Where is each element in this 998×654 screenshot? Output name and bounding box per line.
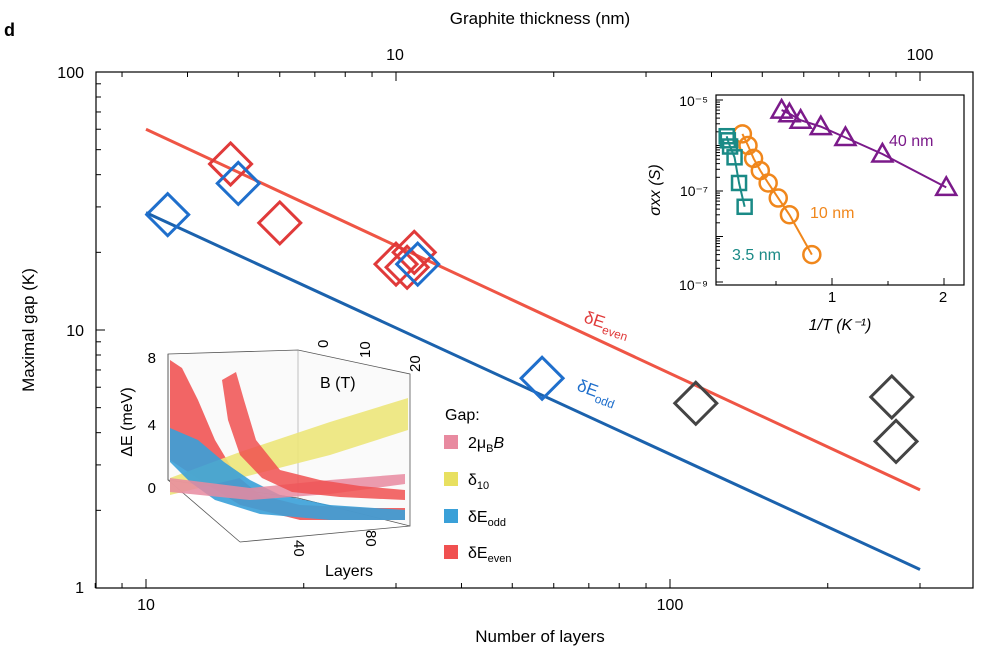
inset-x-axis-label: 1/T (K⁻¹) [809,317,872,334]
diamond-marker [383,244,431,291]
series-label-3.5nm: 3.5 nm [732,247,781,264]
layer-tick-label: 40 [290,540,307,557]
circle-marker [768,188,788,208]
legend-swatch-delta-even [444,545,458,559]
main-x-tick-label: 10 [137,597,155,614]
main-y-tick-label: 10 [66,323,84,340]
inset-y-tick-label: 10⁻⁷ [680,183,708,199]
inset-x-tick-label: 2 [939,289,947,306]
diamond-marker [394,241,441,288]
main-axis-ticks [94,71,921,589]
y-axis-label: Maximal gap (K) [19,268,38,392]
legend-label-delta10: δ10 [468,472,489,492]
odd-label-sub: odd [593,391,617,411]
surface-layers-axis-label: Layers [325,563,373,580]
box-edge [239,525,411,543]
diamond-marker [372,241,420,288]
panel-label: d [4,20,15,40]
top-axis-label: Graphite thickness (nm) [450,9,630,28]
surface-delta-even-upper [222,372,405,500]
main-y-tick-label: 1 [75,580,84,597]
inset-y-tick-label: 10⁻⁵ [679,93,708,109]
b-tick-label: 0 [315,340,332,348]
inset-y-tick-label: 10⁻⁹ [679,277,708,293]
triangle-marker [788,107,813,129]
surface-b-axis-label: B (T) [320,375,356,392]
diamond-marker [391,229,438,276]
series-label-40nm: 40 nm [889,133,933,150]
top-x-tick-label: 100 [907,47,934,64]
triangle-marker [934,174,959,197]
diamond-marker [868,373,915,421]
circle-marker [802,244,822,265]
top-x-tick-label: 10 [386,47,404,64]
square-marker [736,198,753,216]
even-label-sub: even [600,323,629,344]
circle-marker [738,135,758,156]
triangle-marker [808,114,833,136]
inset-frame [715,94,965,286]
main-y-tick-label: 100 [57,65,84,82]
x-axis-label: Number of layers [475,627,604,646]
legend-even-sub: even [488,553,512,565]
gap-legend: Gap: 2μBB δ10 δEodd δEeven [444,407,511,565]
circle-marker [758,173,778,193]
inset-conductivity: 10⁻⁵ 10⁻⁷ 10⁻⁹ 1 2 1/T (K⁻¹) σxx (S) 40 … [647,93,965,334]
diamond-marker [256,199,303,247]
z-tick-label: 8 [148,350,156,367]
data-markers [144,140,920,465]
diamond-marker [215,160,262,207]
square-marker [730,174,748,192]
z-tick-label: 4 [148,417,156,434]
square-marker [721,138,739,155]
even-line-label: δEeven [581,308,633,344]
circle-marker [779,205,800,225]
inset-3d-surface: 8 4 0 0 10 20 40 80 ΔE (meV) B (T) Layer… [119,340,424,580]
diamond-marker [672,380,719,427]
legend-even-main: δE [468,545,488,562]
diamond-marker [872,418,920,465]
series-label-10nm: 10 nm [810,205,854,222]
z-tick-label: 0 [148,480,156,497]
triangle-marker [870,141,895,163]
fit-line [145,127,921,492]
legend-swatch-delta-odd [444,509,458,523]
triangle-marker [777,101,802,123]
legend-swatch-zeeman [444,435,458,449]
b-tick-label: 10 [357,341,374,358]
square-marker [726,149,743,166]
legend-title: Gap: [445,407,480,424]
diamond-marker [518,355,566,402]
b-tick-label: 20 [407,355,424,372]
legend-label-delta-even: δEeven [468,545,511,565]
legend-odd-sub: odd [488,517,506,529]
legend-zeeman-tail: B [493,435,504,452]
legend-delta10-sub: 10 [477,480,489,492]
inset-y-axis-label: σxx (S) [647,164,664,215]
diamond-marker [207,140,254,188]
layer-tick-label: 80 [362,530,379,547]
legend-zeeman-main: 2μ [468,435,486,452]
legend-odd-main: δE [468,509,488,526]
triangle-marker [833,124,858,147]
legend-delta10-main: δ [468,472,477,489]
odd-line-label: δEodd [573,376,619,412]
inset-series [718,97,959,265]
legend-label-zeeman: 2μBB [468,435,504,455]
legend-swatch-delta10 [444,472,458,486]
legend-label-delta-odd: δEodd [468,509,506,529]
inset-x-tick-label: 1 [828,289,836,306]
surface-z-axis-label: ΔE (meV) [119,387,136,456]
legend-zeeman-sub: B [486,443,493,455]
diamond-marker [144,191,191,238]
main-x-tick-label: 100 [657,597,684,614]
main-chart: 10 100 1 10 100 10 100 Number of layers … [19,9,974,646]
